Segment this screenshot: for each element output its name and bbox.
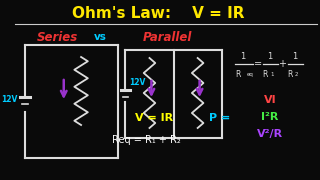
Text: +: + [278,59,286,69]
Text: 1: 1 [267,51,273,60]
Text: 12V: 12V [1,95,18,104]
Text: =: = [254,59,262,69]
Text: Ohm's Law:    V = IR: Ohm's Law: V = IR [72,6,244,21]
Text: 1: 1 [292,51,298,60]
Text: Parallel: Parallel [143,30,192,44]
Text: 1: 1 [270,71,273,76]
Text: vs: vs [94,32,107,42]
Text: R: R [236,69,241,78]
Text: eq: eq [247,71,254,76]
Text: Series: Series [36,30,78,44]
Text: R: R [288,69,293,78]
Text: 2: 2 [295,71,299,76]
Text: V = IR: V = IR [135,113,173,123]
Text: 1: 1 [240,51,245,60]
Text: Req = R₁ + R₂: Req = R₁ + R₂ [112,135,181,145]
Text: VI: VI [264,95,276,105]
Text: I²R: I²R [261,112,279,122]
Text: P =: P = [209,113,230,123]
Text: 12V: 12V [129,78,146,87]
Text: V²/R: V²/R [257,129,283,139]
Text: R: R [263,69,268,78]
